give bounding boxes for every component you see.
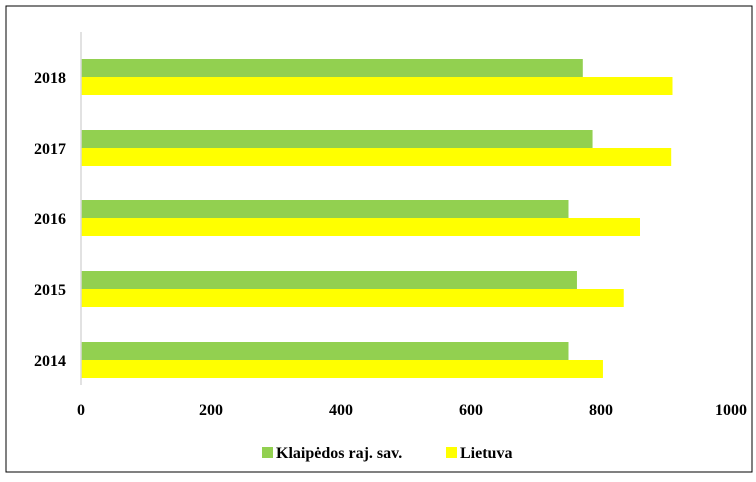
legend-label: Klaipėdos raj. sav. [276,445,402,462]
legend-swatch [262,447,273,458]
x-tick-label: 1000 [715,402,747,419]
y-tick-labels: 2014 2015 2016 2017 2018 [34,70,66,370]
bar-lietuva-2018 [81,77,673,95]
legend-swatch [446,447,457,458]
bar-lietuva-2016 [81,218,640,236]
bar-klaipedos-2018 [81,59,583,77]
x-tick-label: 800 [589,402,613,419]
x-tick-label: 400 [329,402,353,419]
y-tick-label: 2016 [34,211,66,228]
y-tick-label: 2014 [34,353,66,370]
bar-lietuva-2017 [81,148,672,166]
x-tick-label: 0 [77,402,85,419]
legend-label: Lietuva [460,445,512,462]
bar-klaipedos-2017 [81,130,593,148]
x-tick-labels: 0 200 400 600 800 1000 [77,402,747,419]
bar-lietuva-2014 [81,360,603,378]
bar-klaipedos-2014 [81,342,569,360]
legend: Klaipėdos raj. sav. Lietuva [262,445,512,462]
y-tick-label: 2018 [34,70,66,87]
bar-klaipedos-2015 [81,271,577,289]
bar-lietuva-2015 [81,289,624,307]
x-tick-label: 200 [199,402,223,419]
bar-klaipedos-2016 [81,200,569,218]
y-tick-label: 2015 [34,282,66,299]
x-tick-label: 600 [459,402,483,419]
bars-layer [81,59,673,378]
y-tick-label: 2017 [34,141,66,158]
